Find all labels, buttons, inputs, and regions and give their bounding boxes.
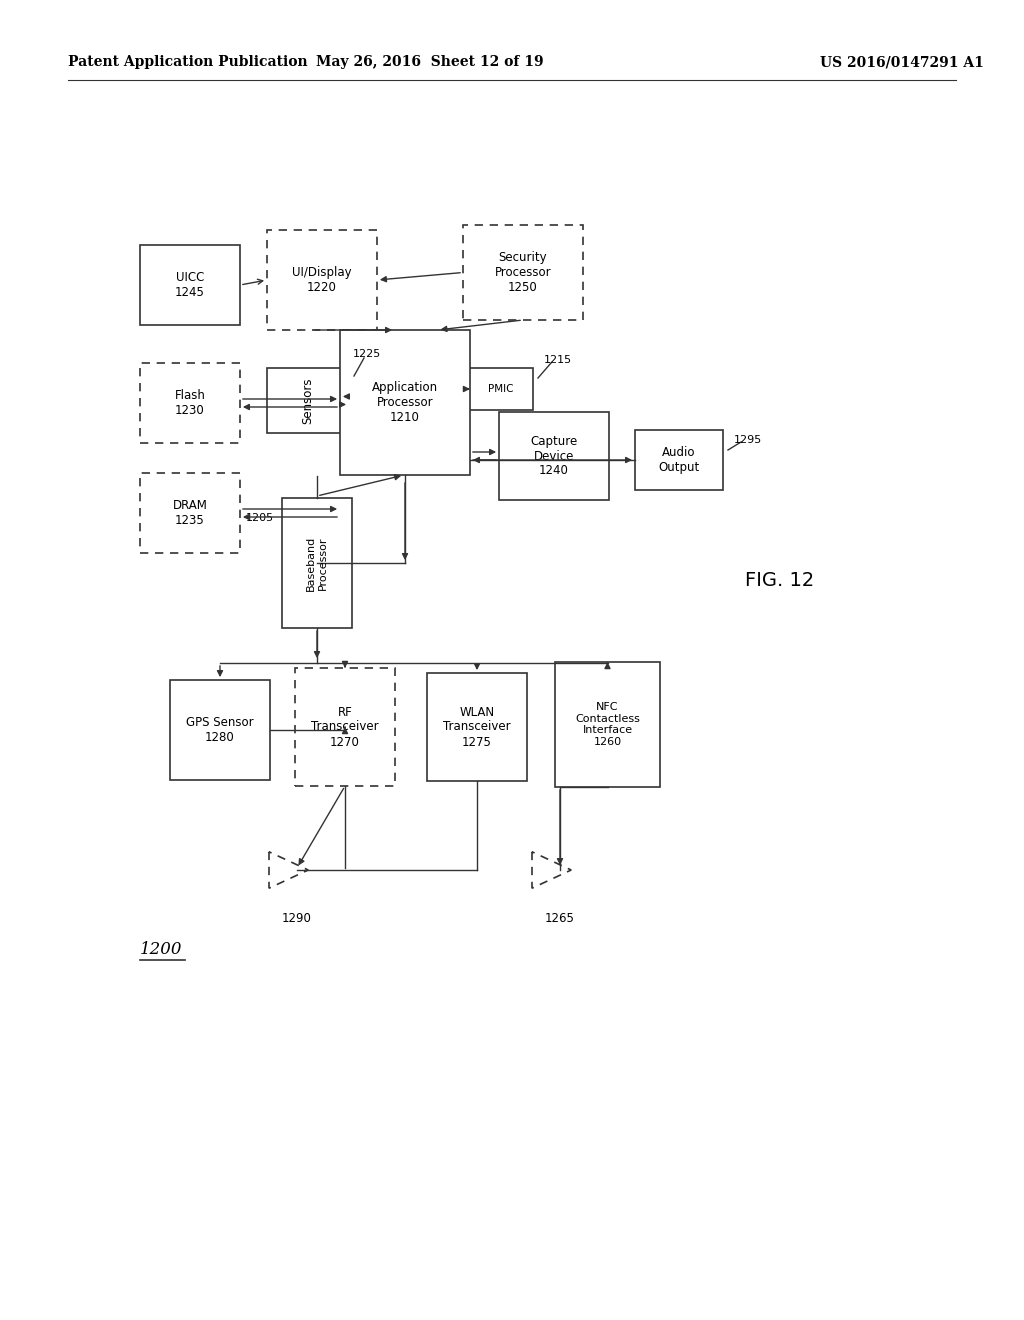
Text: Sensors: Sensors xyxy=(301,378,314,424)
Text: 1225: 1225 xyxy=(353,348,381,359)
Text: 1200: 1200 xyxy=(140,941,182,958)
Bar xyxy=(468,368,534,411)
Text: 1215: 1215 xyxy=(544,355,572,366)
Bar xyxy=(267,368,349,433)
Bar xyxy=(170,680,270,780)
Text: Audio
Output: Audio Output xyxy=(658,446,699,474)
Bar xyxy=(140,363,240,444)
Bar xyxy=(463,224,583,319)
Bar xyxy=(295,668,395,785)
Bar xyxy=(140,473,240,553)
Bar xyxy=(267,230,377,330)
Text: UICC
1245: UICC 1245 xyxy=(175,271,205,300)
Text: 1290: 1290 xyxy=(282,912,312,924)
Text: May 26, 2016  Sheet 12 of 19: May 26, 2016 Sheet 12 of 19 xyxy=(316,55,544,69)
Text: Flash
1230: Flash 1230 xyxy=(174,389,206,417)
Text: 1265: 1265 xyxy=(545,912,574,924)
Text: Patent Application Publication: Patent Application Publication xyxy=(68,55,307,69)
Text: RF
Transceiver
1270: RF Transceiver 1270 xyxy=(311,705,379,748)
Text: 1205: 1205 xyxy=(246,513,274,523)
Text: GPS Sensor
1280: GPS Sensor 1280 xyxy=(186,715,254,744)
Text: WLAN
Transceiver
1275: WLAN Transceiver 1275 xyxy=(443,705,511,748)
Text: 1295: 1295 xyxy=(734,436,762,445)
Bar xyxy=(140,246,240,325)
Text: Security
Processor
1250: Security Processor 1250 xyxy=(495,251,551,294)
Bar xyxy=(499,412,609,500)
Text: Application
Processor
1210: Application Processor 1210 xyxy=(372,381,438,424)
Text: FIG. 12: FIG. 12 xyxy=(745,570,815,590)
Text: US 2016/0147291 A1: US 2016/0147291 A1 xyxy=(820,55,984,69)
Bar xyxy=(555,663,660,787)
Bar xyxy=(427,673,527,781)
Bar xyxy=(635,430,723,490)
Text: NFC
Contactless
Interface
1260: NFC Contactless Interface 1260 xyxy=(575,702,640,747)
Text: Baseband
Processor: Baseband Processor xyxy=(306,536,328,590)
Text: UI/Display
1220: UI/Display 1220 xyxy=(292,267,352,294)
Text: PMIC: PMIC xyxy=(487,384,513,393)
Text: Capture
Device
1240: Capture Device 1240 xyxy=(530,434,578,478)
Bar xyxy=(282,498,352,628)
Text: DRAM
1235: DRAM 1235 xyxy=(173,499,208,527)
Bar xyxy=(340,330,470,475)
